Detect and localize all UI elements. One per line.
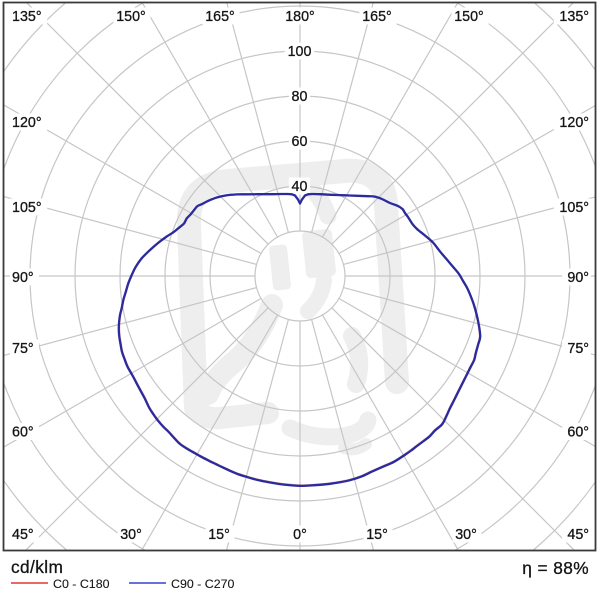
svg-text:180°: 180° [285, 9, 315, 25]
svg-text:60: 60 [292, 134, 308, 150]
svg-text:η = 88%: η = 88% [522, 558, 589, 578]
svg-text:30°: 30° [120, 527, 142, 543]
svg-text:165°: 165° [205, 9, 235, 25]
svg-text:45°: 45° [12, 527, 34, 543]
svg-text:0°: 0° [293, 527, 307, 543]
svg-text:75°: 75° [567, 341, 589, 357]
svg-text:75°: 75° [12, 341, 34, 357]
svg-text:135°: 135° [559, 9, 589, 25]
svg-text:90°: 90° [567, 270, 589, 286]
svg-text:90°: 90° [12, 270, 34, 286]
svg-text:C0 - C180: C0 - C180 [53, 577, 110, 591]
svg-text:60°: 60° [12, 425, 34, 441]
svg-text:15°: 15° [366, 527, 388, 543]
svg-text:30°: 30° [455, 527, 477, 543]
svg-text:135°: 135° [12, 9, 42, 25]
svg-text:150°: 150° [116, 9, 146, 25]
svg-text:120°: 120° [12, 115, 42, 131]
svg-text:150°: 150° [454, 9, 484, 25]
svg-text:40: 40 [292, 179, 308, 195]
svg-text:60°: 60° [567, 425, 589, 441]
svg-text:100: 100 [288, 44, 312, 60]
svg-text:80: 80 [292, 89, 308, 105]
svg-text:105°: 105° [559, 200, 589, 216]
svg-text:cd/klm: cd/klm [11, 557, 63, 577]
svg-text:105°: 105° [12, 200, 42, 216]
svg-text:C90 - C270: C90 - C270 [171, 577, 234, 591]
svg-text:120°: 120° [559, 115, 589, 131]
svg-text:45°: 45° [567, 527, 589, 543]
svg-text:15°: 15° [208, 527, 230, 543]
svg-text:165°: 165° [362, 9, 392, 25]
